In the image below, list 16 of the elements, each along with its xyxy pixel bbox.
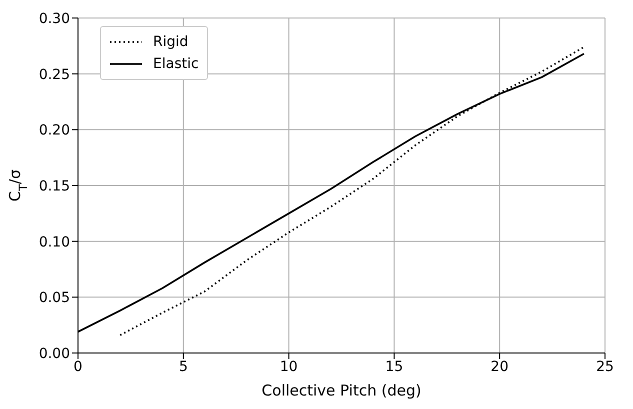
y-tick-label: 0.05 [38, 290, 70, 306]
x-tick-label: 20 [490, 358, 509, 375]
legend-label: Rigid [153, 33, 188, 52]
y-tick-label: 0.00 [38, 346, 70, 362]
x-axis-title: Collective Pitch (deg) [262, 382, 422, 400]
legend-label: Elastic [153, 55, 199, 74]
y-tick-label: 0.20 [38, 122, 70, 139]
x-tick-label: 10 [280, 358, 298, 375]
x-tick-label: 25 [596, 358, 614, 375]
y-tick-label: 0.10 [38, 234, 70, 250]
y-tick-label: 0.30 [38, 10, 70, 27]
y-tick-label: 0.25 [38, 66, 70, 83]
x-tick-label: 15 [385, 358, 404, 375]
x-tick-label: 5 [178, 358, 188, 375]
y-tick-label: 0.15 [38, 178, 70, 194]
x-tick-label: 0 [74, 358, 82, 375]
